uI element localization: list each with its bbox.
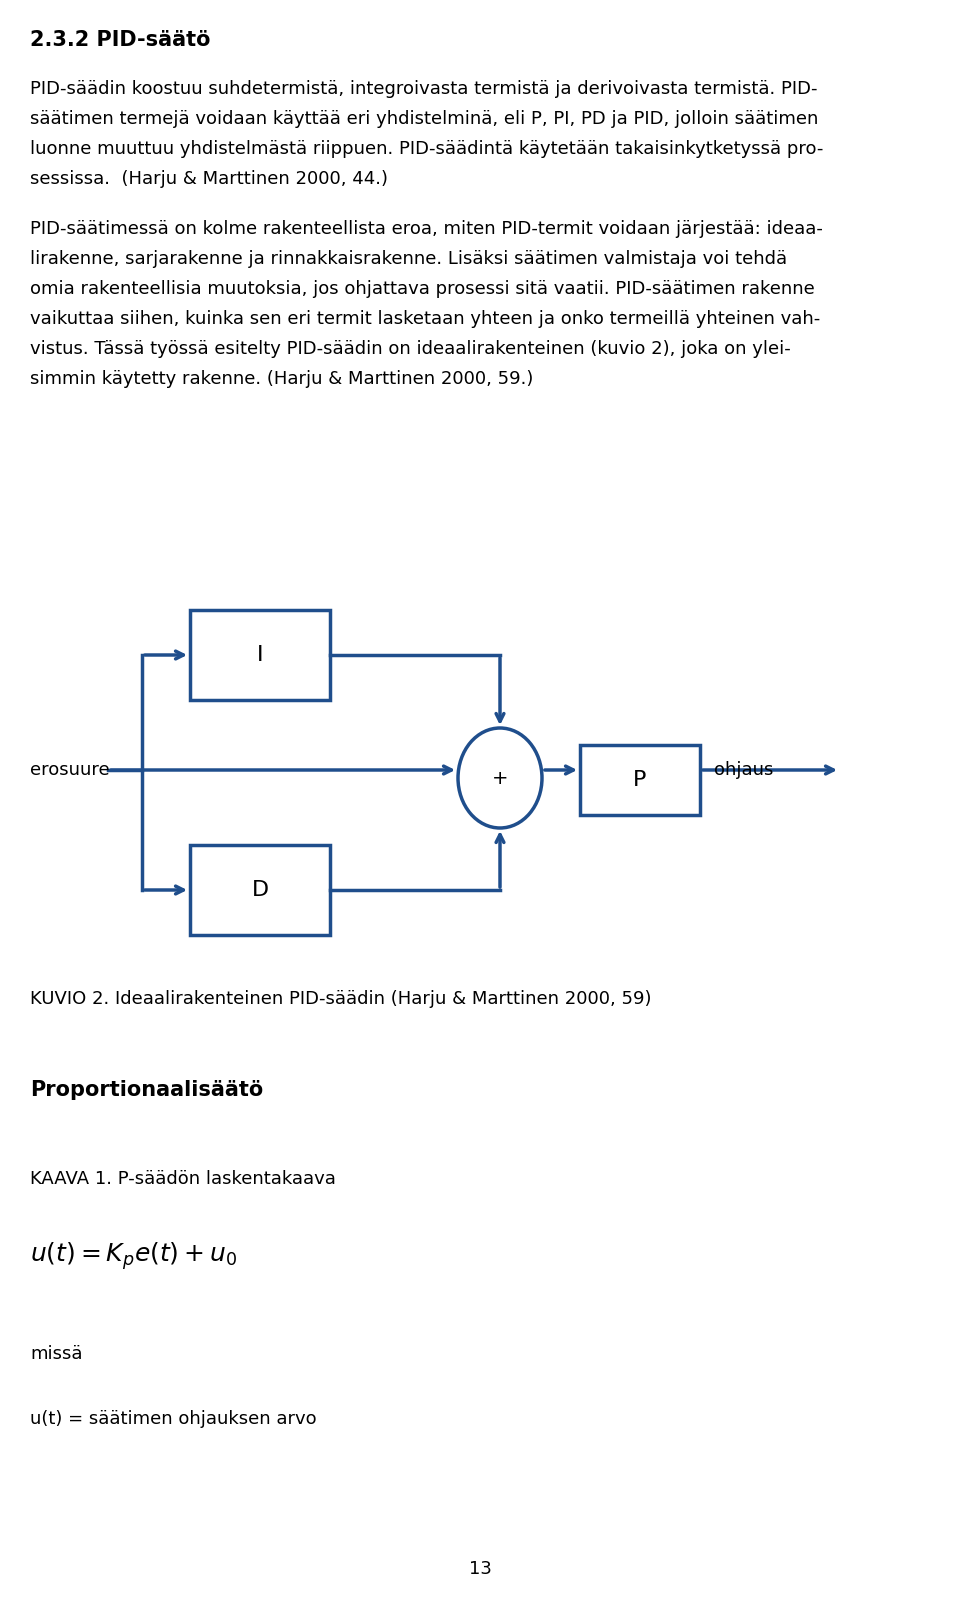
Text: omia rakenteellisia muutoksia, jos ohjattava prosessi sitä vaatii. PID-säätimen : omia rakenteellisia muutoksia, jos ohjat…: [30, 280, 815, 298]
Text: vaikuttaa siihen, kuinka sen eri termit lasketaan yhteen ja onko termeillä yhtei: vaikuttaa siihen, kuinka sen eri termit …: [30, 310, 820, 328]
Bar: [190, 610, 330, 701]
Text: Proportionaalisäätö: Proportionaalisäätö: [30, 1080, 263, 1101]
Text: luonne muuttuu yhdistelmästä riippuen. PID-säädintä käytetään takaisinkytketyssä: luonne muuttuu yhdistelmästä riippuen. P…: [30, 141, 824, 158]
Text: +: +: [492, 768, 508, 787]
Text: KAAVA 1. P-säädön laskentakaava: KAAVA 1. P-säädön laskentakaava: [30, 1170, 336, 1187]
Text: lirakenne, sarjarakenne ja rinnakkaisrakenne. Lisäksi säätimen valmistaja voi te: lirakenne, sarjarakenne ja rinnakkaisrak…: [30, 250, 787, 267]
Text: 2.3.2 PID-säätö: 2.3.2 PID-säätö: [30, 30, 210, 50]
Text: 13: 13: [468, 1560, 492, 1578]
Text: sessissa.  (Harju & Marttinen 2000, 44.): sessissa. (Harju & Marttinen 2000, 44.): [30, 170, 388, 187]
Text: ohjaus: ohjaus: [714, 762, 774, 779]
Text: vistus. Tässä työssä esitelty PID-säädin on ideaalirakenteinen (kuvio 2), joka o: vistus. Tässä työssä esitelty PID-säädin…: [30, 341, 791, 358]
Ellipse shape: [458, 728, 542, 829]
Text: simmin käytetty rakenne. (Harju & Marttinen 2000, 59.): simmin käytetty rakenne. (Harju & Martti…: [30, 370, 534, 387]
Text: säätimen termejä voidaan käyttää eri yhdistelminä, eli P, PI, PD ja PID, jolloin: säätimen termejä voidaan käyttää eri yhd…: [30, 110, 818, 128]
Text: PID-säätimessä on kolme rakenteellista eroa, miten PID-termit voidaan järjestää:: PID-säätimessä on kolme rakenteellista e…: [30, 219, 823, 238]
Text: KUVIO 2. Ideaalirakenteinen PID-säädin (Harju & Marttinen 2000, 59): KUVIO 2. Ideaalirakenteinen PID-säädin (…: [30, 990, 652, 1008]
Text: erosuure: erosuure: [30, 762, 109, 779]
Text: D: D: [252, 880, 269, 899]
Text: PID-säädin koostuu suhdetermistä, integroivasta termistä ja derivoivasta termist: PID-säädin koostuu suhdetermistä, integr…: [30, 80, 818, 98]
Text: $u(t) = K_p e(t) + u_0$: $u(t) = K_p e(t) + u_0$: [30, 1240, 237, 1272]
Text: I: I: [256, 645, 263, 666]
Text: u(t) = säätimen ohjauksen arvo: u(t) = säätimen ohjauksen arvo: [30, 1410, 317, 1427]
Text: missä: missä: [30, 1346, 83, 1363]
Bar: [190, 845, 330, 934]
Text: P: P: [634, 770, 647, 790]
Bar: [580, 746, 700, 814]
